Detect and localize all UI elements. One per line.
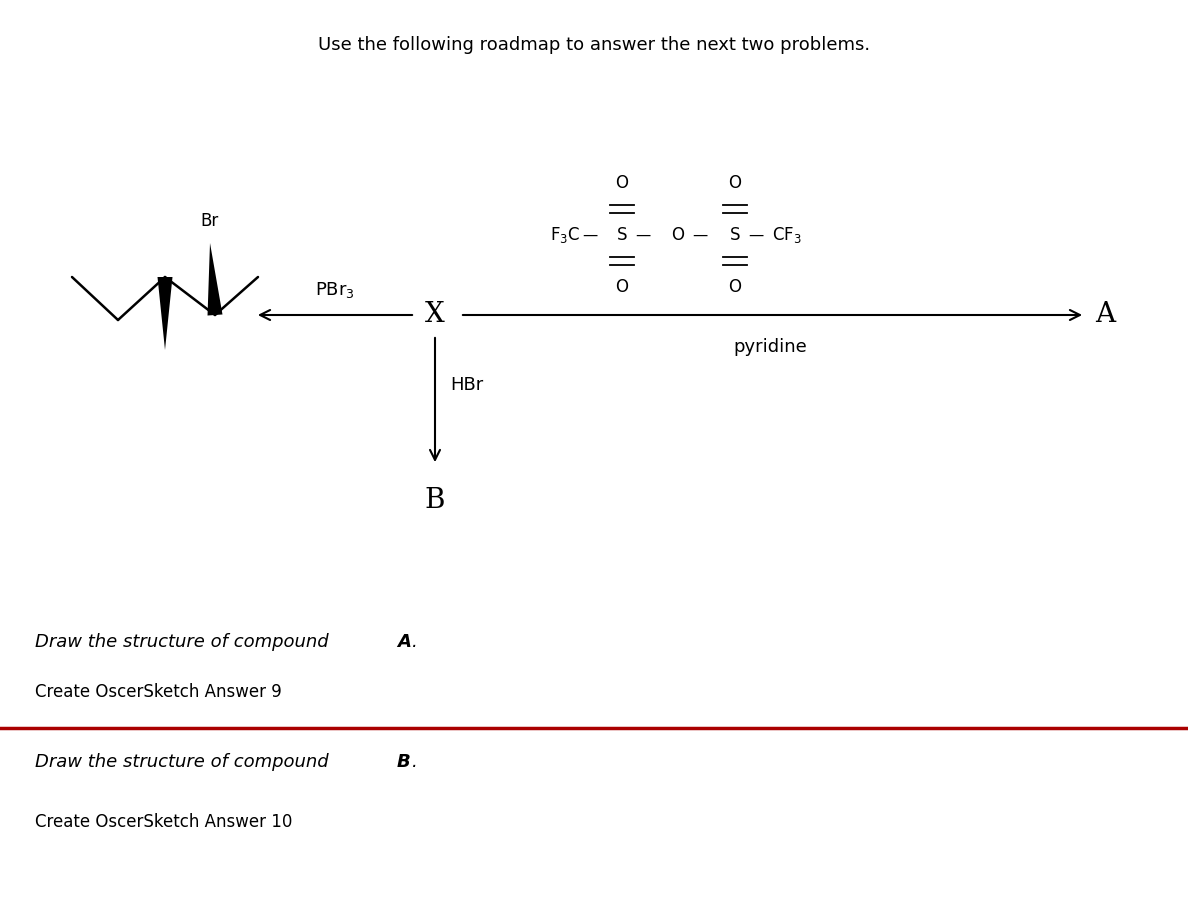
Text: HBr: HBr bbox=[450, 376, 484, 394]
Text: A: A bbox=[1095, 302, 1116, 328]
Text: B: B bbox=[425, 487, 446, 514]
Text: .: . bbox=[412, 753, 418, 771]
Text: —: — bbox=[636, 228, 650, 242]
Text: Create OscerSketch Answer 9: Create OscerSketch Answer 9 bbox=[34, 683, 282, 701]
Text: —: — bbox=[582, 228, 598, 242]
Text: O: O bbox=[671, 226, 684, 244]
Text: pyridine: pyridine bbox=[733, 338, 807, 356]
Text: S: S bbox=[729, 226, 740, 244]
Text: Draw the structure of compound: Draw the structure of compound bbox=[34, 633, 334, 651]
Text: B: B bbox=[397, 753, 411, 771]
Text: —: — bbox=[691, 228, 707, 242]
Text: Br: Br bbox=[201, 212, 219, 230]
Polygon shape bbox=[158, 277, 172, 350]
Text: O: O bbox=[615, 174, 628, 192]
Text: O: O bbox=[728, 174, 741, 192]
Text: S: S bbox=[617, 226, 627, 244]
Polygon shape bbox=[208, 243, 222, 316]
Text: X: X bbox=[425, 302, 444, 328]
Text: O: O bbox=[728, 278, 741, 296]
Text: —: — bbox=[748, 228, 763, 242]
Text: CF$_3$: CF$_3$ bbox=[772, 225, 802, 245]
Text: A: A bbox=[397, 633, 411, 651]
Text: F$_3$C: F$_3$C bbox=[550, 225, 580, 245]
Text: O: O bbox=[615, 278, 628, 296]
Text: Create OscerSketch Answer 10: Create OscerSketch Answer 10 bbox=[34, 813, 292, 831]
Text: .: . bbox=[412, 633, 418, 651]
Text: PBr$_3$: PBr$_3$ bbox=[315, 280, 355, 300]
Text: Use the following roadmap to answer the next two problems.: Use the following roadmap to answer the … bbox=[318, 36, 870, 54]
Text: Draw the structure of compound: Draw the structure of compound bbox=[34, 753, 334, 771]
